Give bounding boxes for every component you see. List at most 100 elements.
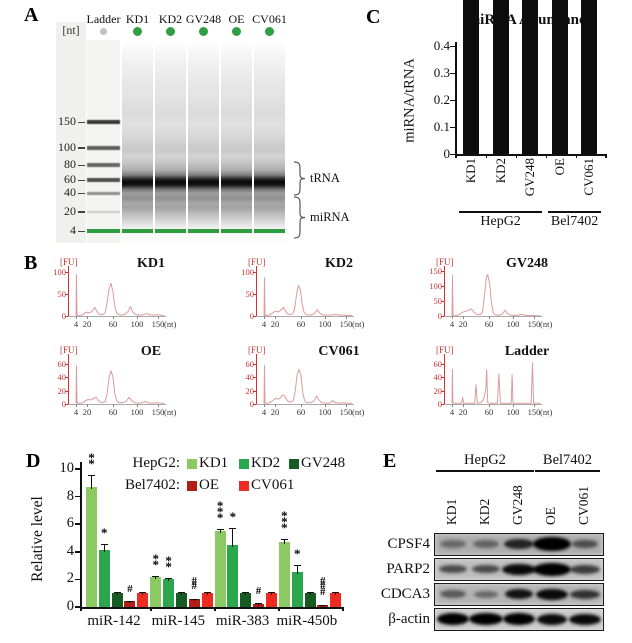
y-tick-label: 0 [61,311,66,321]
d-legend-label-CV061: CV061 [251,477,295,493]
size-marker-dash [78,164,85,166]
d-y-tick-label: 2 [66,570,74,587]
y-tick-label: 60 [245,359,255,369]
e-lane-label-OE: OE [543,507,558,525]
plot-title-KD1: KD1 [137,256,165,271]
e-band-PARP2-KD2 [472,565,500,573]
x-unit-label: (nt) [164,319,177,329]
x-tick-mark [463,316,464,319]
e-blot-strip-β-actin [434,608,604,631]
d-bar-miR-142-KD2 [98,550,110,607]
y-tick-label: 50 [433,296,443,306]
d-error-line [129,600,131,604]
gel-marker-rail [56,22,86,243]
d-x-category-miR-145: miR-145 [151,613,205,629]
d-bar-miR-145-KD1 [150,577,162,607]
x-tick-mark [534,404,535,407]
c-x-tick-mark [485,154,487,158]
d-significance-mark: * * * [278,507,290,534]
d-mark-char: * [216,510,224,526]
d-significance-mark: # [253,586,265,596]
d-significance-mark: * * [150,552,162,571]
y-tick-mark [65,377,68,379]
gel-green-band [188,229,219,234]
plot-title-Ladder: Ladder [504,344,550,359]
x-tick-label: 60 [108,319,118,329]
y-tick-label: 40 [57,372,67,383]
d-x-tick-mark [150,607,152,611]
sample-dot [265,26,274,36]
x-tick-label: 150 [527,407,541,417]
gel-lane-KD2 [155,40,186,243]
d-significance-mark: * * [86,449,98,470]
d-error-cap [165,578,173,580]
e-band-β-actin-KD1 [437,613,469,625]
d-error-cap [306,592,314,594]
fu-unit-label: [FU] [248,345,266,355]
d-y-tick-label: 4 [66,542,74,559]
x-tick-mark [158,316,159,319]
electropherogram-KD2: [FU] KD2 0 50 100 4 20 60 100 150 (nt) [240,254,420,340]
d-bar-miR-450b-CV061 [330,593,342,607]
x-tick-label: 100 [318,319,332,329]
gel-green-band [122,229,153,234]
d-bar-miR-383-KD1 [214,531,226,607]
d-mark-char: * [281,507,288,523]
d-error-line [103,543,105,553]
e-protein-label-β-actin: β-actin [388,611,430,627]
d-bar-miR-142-GV248 [111,593,123,607]
d-error-line [142,592,144,596]
band-annotation-miRNA: miRNA [310,209,350,224]
e-band-CPSF4-CV061 [572,540,598,548]
y-tick-mark [253,316,256,317]
ladder-band-100 [87,146,120,150]
x-tick-label: 4 [449,319,455,329]
d-error-cap [267,592,275,594]
c-group-label-HepG2: HepG2 [480,214,521,229]
d-error-cap [280,538,288,540]
e-lane-label-KD1: KD1 [444,498,459,525]
d-error-cap [88,474,95,476]
d-mark-char: # [191,580,197,593]
e-lane-label-GV248: GV248 [510,485,525,525]
lane-header-CV061: CV061 [252,12,287,26]
gel-lane-GV248 [188,40,219,243]
d-mark-char: * [88,449,95,465]
trace-OE [75,365,165,404]
e-group-label-Bel7402: Bel7402 [542,452,593,468]
c-group-underline-HepG2 [459,211,543,213]
x-tick-mark [513,316,514,319]
sample-dot [100,27,107,35]
c-x-tick-mark [605,154,607,158]
e-band-β-actin-GV248 [503,613,535,625]
e-protein-label-CPSF4: CPSF4 [387,536,430,552]
y-tick-mark [441,390,444,392]
e-band-CDCA3-GV248 [505,589,533,599]
trace-CV061 [263,364,353,404]
c-y-tick-mark [450,153,455,155]
d-error-cap [113,592,121,594]
x-unit-label: (nt) [352,319,365,329]
d-legend-label-KD2: KD2 [251,455,281,471]
y-tick-mark [253,404,256,405]
c-group-label-Bel7402: Bel7402 [550,214,599,229]
y-tick-label: 0 [437,311,442,321]
sample-dot [166,26,175,36]
plot-title-OE: OE [140,344,162,359]
sample-dot [199,26,208,36]
x-tick-label: 20 [458,319,468,329]
d-error-cap [177,592,185,594]
y-tick-mark [253,294,256,296]
e-band-CPSF4-KD2 [473,540,499,548]
size-marker-dash [78,211,85,213]
x-tick-mark [463,404,464,407]
electropherogram-OE: [FU] OE 0 20 40 60 4 20 60 100 150 (nt) [52,342,232,428]
y-tick-label: 100 [53,267,66,278]
d-bar-miR-383-CV061 [265,593,277,607]
d-bar-miR-450b-KD2 [291,571,303,607]
gel-unit-label: [nt] [62,23,80,37]
x-tick-label: 20 [458,407,468,417]
x-tick-mark [275,404,276,407]
